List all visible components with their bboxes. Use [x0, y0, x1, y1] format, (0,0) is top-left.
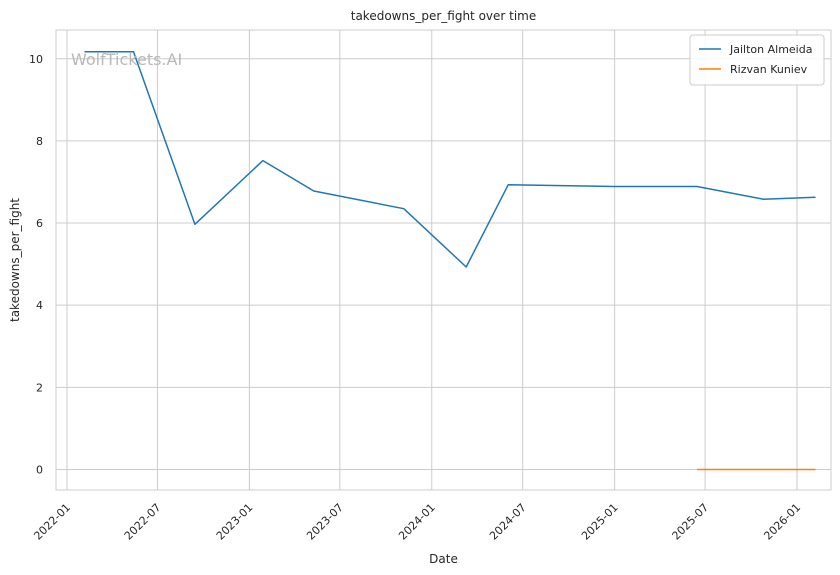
y-tick-label: 2 [36, 381, 43, 394]
y-tick-label: 0 [36, 463, 43, 476]
y-tick-label: 4 [36, 299, 43, 312]
y-tick-label: 10 [29, 53, 43, 66]
y-tick-label: 8 [36, 135, 43, 148]
y-tick-label: 6 [36, 217, 43, 230]
legend-label: Rizvan Kuniev [730, 63, 808, 76]
legend: Jailton Almeida Rizvan Kuniev [689, 34, 825, 86]
watermark: WolfTickets.AI [71, 50, 182, 69]
series-line-jailton-almeida [84, 51, 816, 268]
series-layer [84, 51, 816, 471]
legend-label: Jailton Almeida [729, 43, 812, 56]
x-axis-label: Date [429, 552, 458, 566]
grid [56, 30, 831, 490]
legend-box [689, 34, 825, 86]
y-axis-label: takedowns_per_fight [8, 198, 22, 322]
chart-title: takedowns_per_fight over time [351, 9, 537, 23]
plot-frame [55, 29, 832, 491]
